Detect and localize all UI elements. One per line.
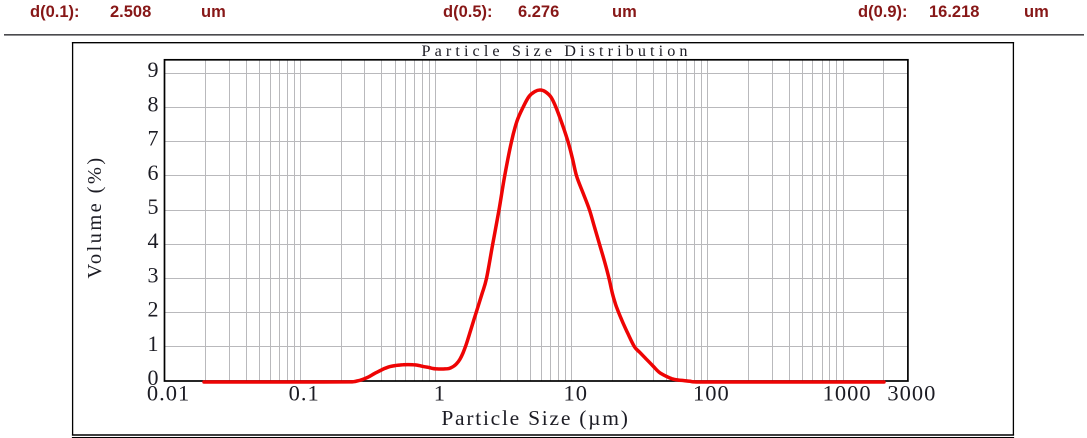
svg-text:Particle Size (µm): Particle Size (µm) <box>441 406 629 430</box>
svg-text:0.1: 0.1 <box>289 381 320 406</box>
svg-text:8: 8 <box>148 91 159 116</box>
svg-text:2: 2 <box>148 297 159 322</box>
svg-text:6: 6 <box>148 160 159 185</box>
svg-text:0: 0 <box>148 365 159 390</box>
svg-text:7: 7 <box>148 126 159 151</box>
svg-text:4: 4 <box>148 228 159 253</box>
svg-text:1000: 1000 <box>823 381 872 406</box>
svg-text:5: 5 <box>148 194 159 219</box>
svg-text:Volume (%): Volume (%) <box>84 155 106 278</box>
svg-text:3000: 3000 <box>887 381 936 406</box>
svg-text:9: 9 <box>148 57 159 82</box>
svg-text:1: 1 <box>434 381 446 406</box>
svg-text:100: 100 <box>693 381 730 406</box>
svg-text:3: 3 <box>148 262 159 287</box>
svg-text:Particle Size Distribution: Particle Size Distribution <box>422 42 688 60</box>
svg-text:0.01: 0.01 <box>147 381 190 406</box>
svg-text:10: 10 <box>563 381 588 406</box>
svg-text:1: 1 <box>148 331 159 356</box>
